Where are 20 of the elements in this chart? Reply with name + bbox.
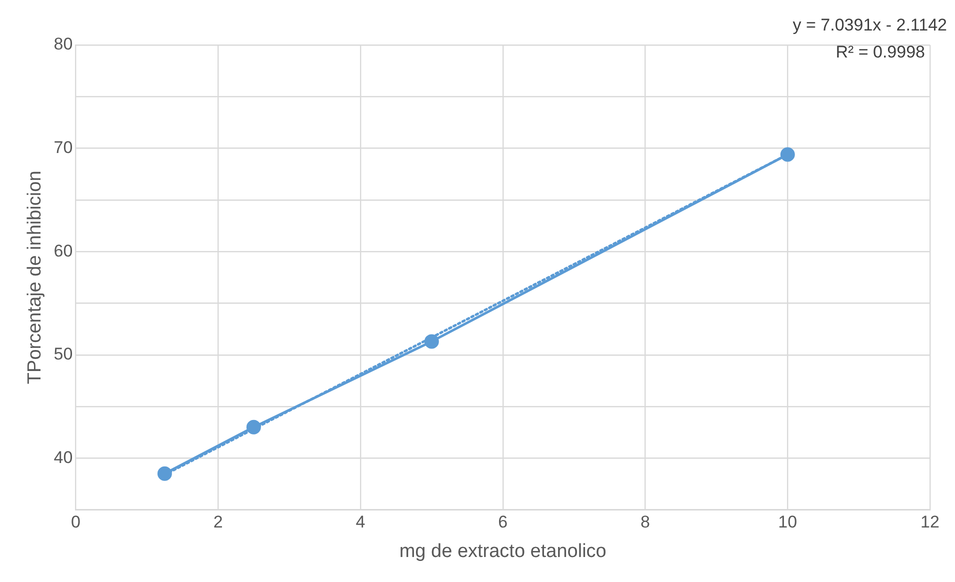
x-tick-label: 8 <box>640 512 650 532</box>
point <box>780 147 795 162</box>
x-axis-title: mg de extracto etanolico <box>399 540 606 562</box>
point <box>157 466 172 481</box>
y-tick-label: 60 <box>54 241 73 260</box>
text: y = 7.0391x - 2.1142 <box>792 16 947 35</box>
y-tick-label: 70 <box>54 138 73 157</box>
point <box>424 334 439 349</box>
annotation: R² = 0.9998 <box>836 42 925 62</box>
y-axis-title: TPorcentaje de inhibicion <box>24 170 46 384</box>
y-tick-label: 50 <box>54 344 73 364</box>
x-tick-label: 4 <box>356 512 366 532</box>
y-tick-label: 80 <box>54 34 73 54</box>
x-tick-label: 6 <box>498 512 508 532</box>
x-tick-label: 12 <box>920 512 940 532</box>
x-tick-label: 0 <box>70 512 80 532</box>
y-tick-label: 40 <box>54 448 73 467</box>
x-tick-label: 2 <box>213 512 223 532</box>
x-tick-label: 10 <box>778 512 798 532</box>
point <box>246 420 261 434</box>
